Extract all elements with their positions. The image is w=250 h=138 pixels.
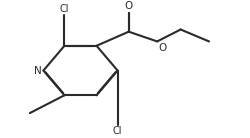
Text: N: N (34, 66, 42, 75)
Text: O: O (124, 2, 133, 11)
Text: O: O (158, 43, 166, 53)
Text: Cl: Cl (113, 126, 122, 136)
Text: Cl: Cl (60, 4, 69, 14)
